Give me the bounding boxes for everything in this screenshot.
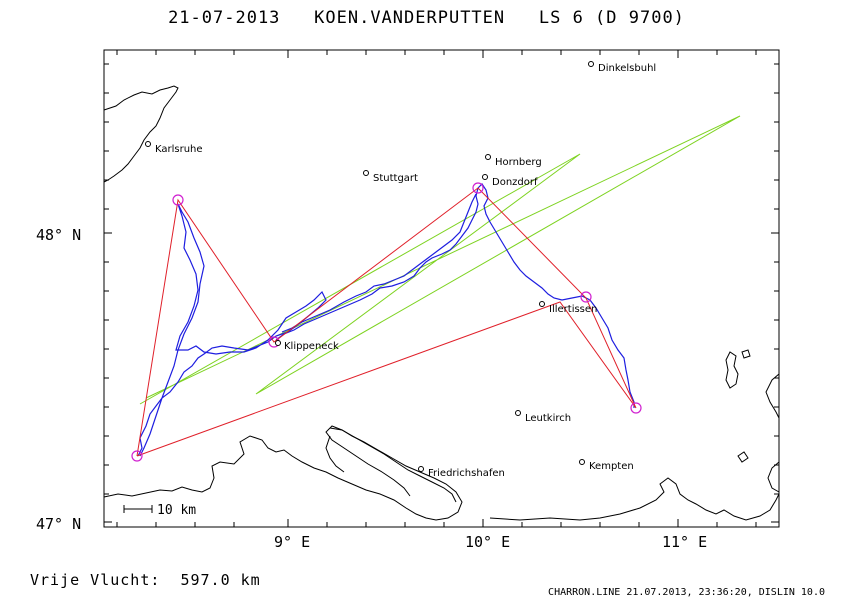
city-marker (482, 174, 488, 180)
geography-outlines (103, 85, 780, 521)
city-label-stuttgart: Stuttgart (373, 173, 418, 184)
city-label-illertissen: Illertissen (549, 304, 597, 315)
city-label-dinkelsbuhl: Dinkelsbuhl (598, 63, 656, 74)
city-marker (539, 301, 545, 307)
lake-constance-shore (329, 427, 457, 503)
glider-name: LS 6 (D 9700) (538, 8, 685, 28)
city-label-friedrichshafen: Friedrichshafen (428, 468, 505, 479)
city-marker (485, 154, 491, 160)
city-marker (363, 170, 369, 176)
scale-bar-label: 10 km (157, 503, 196, 518)
track-leg-1 (137, 203, 327, 457)
extension-line (139, 115, 741, 405)
lake-shore-west (325, 435, 345, 473)
turnpoint-4 (580, 291, 592, 303)
track-leg-3 (281, 193, 477, 333)
city-label-karlsruhe: Karlsruhe (155, 144, 203, 155)
lon-label-9: 9° E (274, 533, 310, 551)
turnpoint-5 (630, 402, 642, 414)
distance-summary: Vrije Vlucht: 597.0 km (30, 571, 261, 589)
lake-east-1 (725, 351, 739, 389)
distance-value: 597.0 km (180, 571, 261, 589)
city-label-donzdorf: Donzdorf (492, 177, 538, 188)
lake-east-3 (737, 451, 749, 463)
task-polygon (136, 187, 637, 457)
city-label-klippeneck: Klippeneck (284, 341, 339, 352)
city-marker (579, 459, 585, 465)
distance-label: Vrije Vlucht: (30, 571, 161, 589)
lat-label-47: 47° N (36, 515, 81, 533)
turnpoint-3 (472, 182, 484, 194)
turnpoints (131, 182, 642, 462)
extension-lines (139, 115, 741, 405)
lat-label-48: 48° N (36, 226, 81, 244)
lake-constance-north (103, 425, 463, 521)
cities: Dinkelsbuhl Karlsruhe Hornberg Stuttgart… (145, 61, 656, 479)
flight-date: 21-07-2013 (168, 8, 281, 28)
lake-east-2 (741, 349, 751, 359)
city-marker (515, 410, 521, 416)
turnpoint-6 (131, 450, 143, 462)
task-lines (136, 187, 637, 457)
city-marker (588, 61, 594, 67)
lon-label-10: 10° E (465, 533, 510, 551)
map-title: 21-07-2013 KOEN.VANDERPUTTEN LS 6 (D 970… (0, 8, 853, 28)
credit-line: CHARRON.LINE 21.07.2013, 23:36:20, DISLI… (548, 587, 825, 598)
east-border-south (767, 461, 780, 493)
scale-bar: 10 km (123, 503, 196, 518)
city-label-leutkirch: Leutkirch (525, 413, 571, 424)
city-marker (418, 466, 424, 472)
frame-ticks (104, 50, 779, 527)
city-label-kempten: Kempten (589, 461, 634, 472)
map-frame (103, 49, 780, 528)
turnpoint-1 (172, 194, 184, 206)
pilot-name: KOEN.VANDERPUTTEN (314, 8, 506, 28)
city-marker (275, 340, 281, 346)
city-label-hornberg: Hornberg (495, 157, 542, 168)
city-marker (145, 141, 151, 147)
rhine-border (103, 85, 179, 183)
lon-label-11: 11° E (662, 533, 707, 551)
east-border (765, 373, 780, 419)
alps-border (489, 477, 780, 521)
